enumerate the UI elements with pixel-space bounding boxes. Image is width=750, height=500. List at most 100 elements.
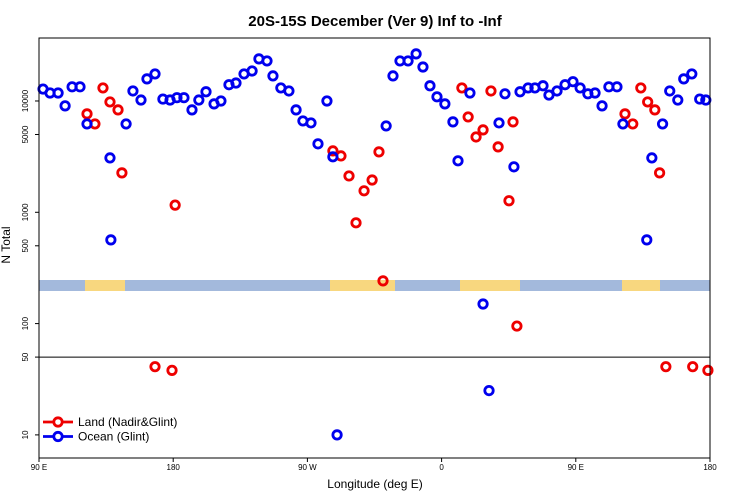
y-tick-label: 100 <box>21 316 30 330</box>
data-point <box>611 81 623 93</box>
data-point <box>149 361 161 373</box>
data-point <box>511 320 523 332</box>
data-point <box>493 117 505 129</box>
data-point <box>702 364 714 376</box>
data-point <box>230 77 242 89</box>
data-point <box>141 73 153 85</box>
data-point <box>366 174 378 186</box>
data-point <box>52 87 64 99</box>
legend-item: Land (Nadir&Glint) <box>43 415 177 429</box>
data-point <box>135 94 147 106</box>
data-point <box>186 104 198 116</box>
data-point <box>200 86 212 98</box>
land-strip <box>330 280 395 291</box>
data-point <box>589 87 601 99</box>
data-point <box>686 68 698 80</box>
land-strip <box>622 280 660 291</box>
x-tick-label: 180 <box>167 463 181 472</box>
data-point <box>81 118 93 130</box>
x-tick-label: 90 E <box>31 463 47 472</box>
data-point <box>522 82 534 94</box>
data-point <box>574 82 586 94</box>
data-point <box>373 146 385 158</box>
data-point <box>246 65 258 77</box>
legend-label: Ocean (Glint) <box>78 430 149 444</box>
data-point <box>687 361 699 373</box>
data-point <box>649 104 661 116</box>
data-point <box>646 152 658 164</box>
data-point <box>321 95 333 107</box>
data-point <box>499 88 511 100</box>
legend-label: Land (Nadir&Glint) <box>78 415 177 429</box>
data-point <box>261 55 273 67</box>
data-point <box>470 131 482 143</box>
data-point <box>503 195 515 207</box>
data-point <box>166 364 178 376</box>
y-tick-label: 10 <box>21 430 30 439</box>
data-point <box>635 82 647 94</box>
data-point <box>116 167 128 179</box>
x-axis-label: Longitude (deg E) <box>327 477 422 491</box>
data-point <box>543 89 555 101</box>
data-point <box>664 85 676 97</box>
data-point <box>74 81 86 93</box>
plot-frame <box>38 37 711 459</box>
data-point <box>627 118 639 130</box>
x-tick-label: 90 W <box>298 463 317 472</box>
y-tick-label: 50 <box>21 352 30 361</box>
legend: Land (Nadir&Glint)Ocean (Glint) <box>43 415 177 444</box>
data-point <box>641 234 653 246</box>
y-axis-label: N Total <box>0 226 13 263</box>
data-point <box>127 85 139 97</box>
data-point <box>642 96 654 108</box>
legend-marker <box>52 416 64 428</box>
data-point <box>305 117 317 129</box>
data-point <box>120 118 132 130</box>
data-point <box>290 104 302 116</box>
data-point <box>112 104 124 116</box>
data-point <box>402 55 414 67</box>
data-point <box>477 124 489 136</box>
data-point <box>267 70 279 82</box>
data-point <box>464 87 476 99</box>
data-point <box>358 185 370 197</box>
land-strip <box>85 280 125 291</box>
x-tick-label: 90 E <box>568 463 584 472</box>
data-point <box>327 145 339 157</box>
data-point <box>387 70 399 82</box>
data-point <box>567 76 579 88</box>
data-point <box>380 120 392 132</box>
data-point <box>537 80 549 92</box>
chart-title: 20S-15S December (Ver 9) Inf to -Inf <box>248 13 502 30</box>
data-point <box>452 155 464 167</box>
data-point <box>654 167 666 179</box>
data-point <box>377 275 389 287</box>
y-tick-label: 10000 <box>21 89 30 112</box>
data-point <box>507 116 519 128</box>
data-point <box>215 95 227 107</box>
data-point <box>81 108 93 120</box>
data-point <box>485 85 497 97</box>
data-point <box>350 217 362 229</box>
data-point <box>678 73 690 85</box>
data-point <box>477 298 489 310</box>
data-point <box>97 82 109 94</box>
data-point <box>169 199 181 211</box>
data-point <box>492 141 504 153</box>
data-point <box>596 100 608 112</box>
data-point <box>410 48 422 60</box>
data-point <box>694 93 706 105</box>
y-tick-label: 1000 <box>21 203 30 221</box>
data-point <box>104 152 116 164</box>
data-point <box>617 118 629 130</box>
legend-item: Ocean (Glint) <box>43 430 149 444</box>
data-point <box>327 151 339 163</box>
plot-layer <box>37 48 714 441</box>
data-point <box>660 361 672 373</box>
data-point <box>619 108 631 120</box>
data-point <box>343 170 355 182</box>
data-point <box>508 161 520 173</box>
data-point <box>447 116 459 128</box>
